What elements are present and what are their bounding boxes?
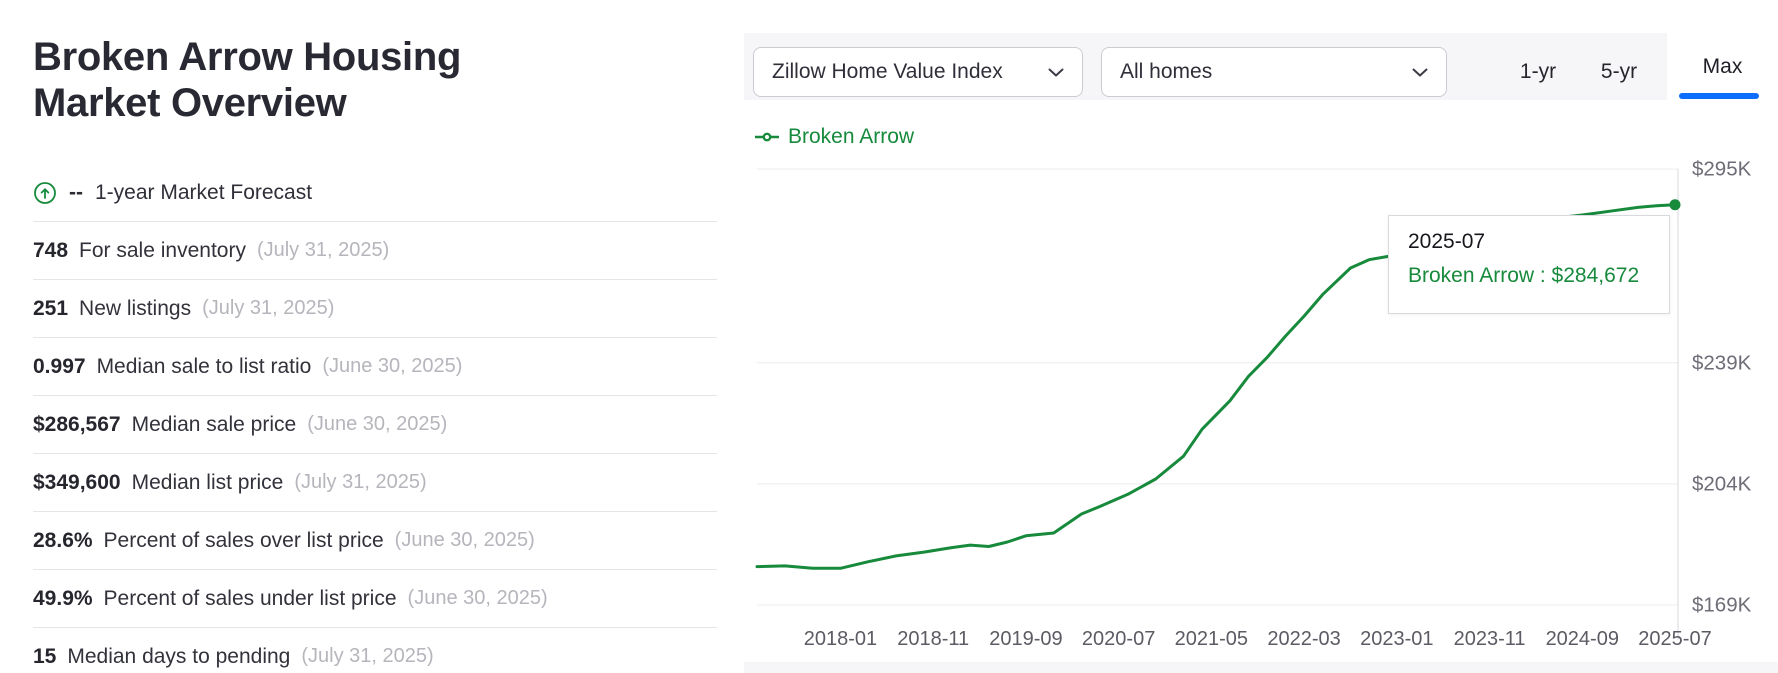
legend-broken-arrow[interactable]: Broken Arrow xyxy=(755,124,914,150)
y-axis-tick-label: $204K xyxy=(1692,472,1752,495)
stat-date: (June 30, 2025) xyxy=(407,587,548,609)
line-series-swatch-icon xyxy=(755,131,779,143)
stat-label: Percent of sales over list price xyxy=(103,528,384,552)
x-axis-tick-label: 2018-01 xyxy=(804,628,877,650)
stat-row: 49.9% Percent of sales under list price (J… xyxy=(33,569,717,627)
metric-dropdown-value: Zillow Home Value Index xyxy=(772,60,1003,83)
stat-date: (June 30, 2025) xyxy=(394,529,535,551)
stat-label: Median sale to list ratio xyxy=(96,354,312,378)
forecast-label: 1-year Market Forecast xyxy=(95,181,313,204)
tab-1-yr-label: 1-yr xyxy=(1519,60,1557,83)
stat-date: (July 31, 2025) xyxy=(294,471,427,493)
stat-value: 28.6% xyxy=(33,528,93,552)
stat-row: 28.6% Percent of sales over list price (Ju… xyxy=(33,511,717,569)
y-axis-tick-label: $239K xyxy=(1692,351,1752,374)
x-axis-tick-label: 2019-09 xyxy=(989,628,1062,650)
stat-row: 0.997 Median sale to list ratio (June 30, … xyxy=(33,337,717,395)
stat-value: 15 xyxy=(33,644,57,668)
stat-row: 251 New listings (July 31, 2025) xyxy=(33,279,717,337)
stat-date: (July 31, 2025) xyxy=(256,239,390,261)
stat-value: 748 xyxy=(33,238,69,262)
x-axis-tick-label: 2020-07 xyxy=(1082,628,1155,650)
x-axis-tick-label: 2022-03 xyxy=(1267,628,1340,650)
tab-5-yr[interactable]: 5-yr xyxy=(1586,47,1652,97)
market-forecast-row: -- 1-year Market Forecast xyxy=(33,170,312,216)
stat-value: $349,600 xyxy=(33,470,121,494)
y-axis-tick-label: $295K xyxy=(1692,158,1752,181)
bottom-section-divider xyxy=(744,662,1778,673)
stat-value: 0.997 xyxy=(33,354,86,378)
x-axis-tick-label: 2024-09 xyxy=(1546,628,1619,650)
active-tab-underline xyxy=(1679,93,1759,99)
tab-max[interactable]: Max xyxy=(1667,33,1778,100)
tooltip-series-value: Broken Arrow : $284,672 xyxy=(1408,264,1640,287)
stat-value: $286,567 xyxy=(33,412,121,436)
stat-date: (July 31, 2025) xyxy=(202,297,335,319)
stat-label: New listings xyxy=(79,296,192,320)
last-point-marker xyxy=(1669,199,1681,211)
page-title: Broken Arrow Housing Market Overview xyxy=(33,34,608,126)
stat-value: 49.9% xyxy=(33,586,93,610)
stat-label: Median days to pending xyxy=(67,644,291,668)
tab-1-yr[interactable]: 1-yr xyxy=(1505,47,1571,97)
chart-tooltip: 2025-07 Broken Arrow : $284,672 xyxy=(1388,215,1670,314)
home-value-line-chart[interactable]: $295K $239K $204K $169K 2018-01 2018-11 2019-0… xyxy=(744,150,1778,663)
market-stats-list: 748 For sale inventory (July 31, 2025) 251 N… xyxy=(33,221,717,673)
metric-dropdown[interactable]: Zillow Home Value Index xyxy=(753,47,1083,97)
stat-label: For sale inventory xyxy=(79,238,246,262)
home-type-dropdown[interactable]: All homes xyxy=(1101,47,1447,97)
stat-date: (July 31, 2025) xyxy=(301,645,434,667)
x-axis-tick-label: 2021-05 xyxy=(1175,628,1248,650)
chevron-down-icon xyxy=(1048,68,1064,77)
stat-label: Percent of sales under list price xyxy=(103,586,397,610)
stat-value: 251 xyxy=(33,296,69,320)
tooltip-date: 2025-07 xyxy=(1408,230,1486,253)
y-axis-tick-label: $169K xyxy=(1692,594,1752,617)
tab-max-label: Max xyxy=(1702,54,1743,78)
home-type-dropdown-value: All homes xyxy=(1120,60,1213,83)
stat-row: $286,567 Median sale price (June 30, 2025) xyxy=(33,395,717,453)
stat-date: (June 30, 2025) xyxy=(307,413,448,435)
page-title-line1: Broken Arrow Housing xyxy=(33,35,462,79)
page-title-line2: Market Overview xyxy=(33,81,347,125)
x-axis-tick-label: 2025-07 xyxy=(1638,628,1711,650)
stat-date: (June 30, 2025) xyxy=(322,355,463,377)
chevron-down-icon xyxy=(1412,68,1428,77)
stat-label: Median sale price xyxy=(131,412,297,436)
stat-row: $349,600 Median list price (July 31, 2025) xyxy=(33,453,717,511)
circle-up-arrow-icon xyxy=(33,181,57,205)
x-axis-tick-label: 2023-11 xyxy=(1454,628,1526,650)
x-axis-tick-label: 2018-11 xyxy=(897,628,969,650)
x-axis-tick-label: 2023-01 xyxy=(1360,628,1433,650)
stat-row: 15 Median days to pending (July 31, 2025) xyxy=(33,627,717,673)
stat-label: Median list price xyxy=(131,470,284,494)
forecast-value: -- xyxy=(69,181,83,204)
tab-5-yr-label: 5-yr xyxy=(1600,60,1638,83)
stat-row: 748 For sale inventory (July 31, 2025) xyxy=(33,221,717,279)
legend-label: Broken Arrow xyxy=(788,125,915,148)
